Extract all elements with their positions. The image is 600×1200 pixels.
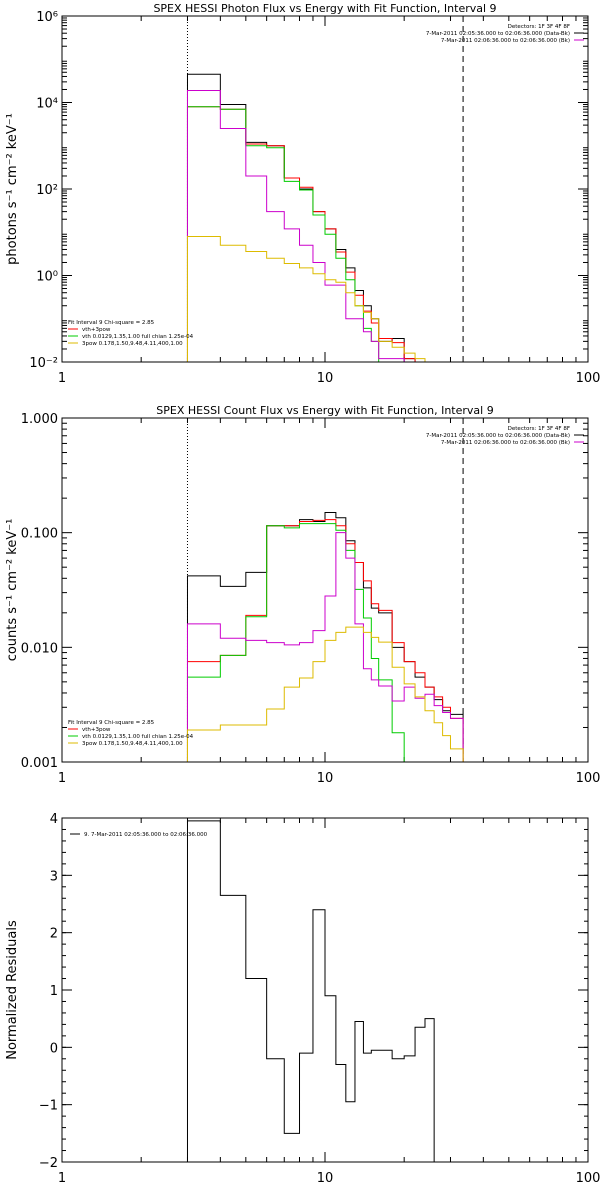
y-tick-label: 10⁰ [36, 270, 58, 285]
y-tick-label: 0.001 [21, 756, 58, 771]
chart-title: SPEX HESSI Photon Flux vs Energy with Fi… [153, 2, 496, 15]
y-tick-label: 10⁶ [36, 10, 58, 25]
chart-panel-3: 1 10 100 −2 −1 0 1 2 3 4 Normalized Residuals 9. 7-… [5, 812, 600, 1186]
series-3-line [186, 89, 477, 362]
series-group [186, 820, 435, 1162]
y-axis-label: photons s⁻¹ cm⁻² keV⁻¹ [5, 113, 20, 265]
series-2-line [186, 106, 416, 362]
x-tick-label: 10 [317, 371, 334, 386]
series-4-line [186, 626, 477, 762]
legend-entry: 9. 7-Mar-2011 02:05:36.000 to 02:06:36.0… [84, 832, 208, 838]
y-tick-label: 10⁴ [36, 97, 58, 112]
series-4-line [186, 235, 477, 362]
y-tick-label: 0.100 [21, 527, 58, 542]
x-tick-label: 100 [576, 1171, 600, 1186]
legend-top-entry: 7-Mar-2011 02:05:36.000 to 02:06:36.000 … [426, 31, 570, 37]
plot-frame [61, 15, 589, 363]
x-tick-label: 100 [576, 771, 600, 786]
y-tick-label: 3 [50, 869, 58, 884]
y-tick-label: 0.010 [21, 641, 58, 656]
y-tick-label: 1.000 [21, 412, 58, 427]
series-group [186, 511, 477, 762]
x-tick-label: 10 [317, 1171, 334, 1186]
y-tick-label: 2 [50, 927, 58, 942]
y-tick-label: −1 [39, 1099, 58, 1114]
x-tick-label: 1 [58, 771, 66, 786]
y-tick-label: 4 [50, 812, 58, 827]
series-0-line [186, 820, 435, 1162]
series-3-line [186, 532, 464, 762]
x-tick-label: 10 [317, 771, 334, 786]
y-tick-label: 10⁻² [29, 356, 58, 371]
legend-bottom-entry: Fit Interval 9 Chi-square = 2.85 [68, 720, 155, 726]
legend-bottom-entry: vth 0.0129,1.35,1.00 full chian 1.25e-04 [82, 334, 194, 340]
y-tick-label: 0 [50, 1041, 58, 1056]
chart-title: SPEX HESSI Count Flux vs Energy with Fit… [156, 404, 493, 417]
legend-bottom-entry: vth+3pow [82, 727, 111, 733]
x-tick-label: 1 [58, 371, 66, 386]
legend-bottom-entry: Fit Interval 9 Chi-square = 2.85 [68, 320, 155, 326]
legend-top-entry: Detectors: 1F 3F 4F 8F [508, 426, 570, 432]
series-1-line [186, 106, 477, 362]
y-tick-label: 1 [50, 984, 58, 999]
y-axis-label: Normalized Residuals [5, 920, 20, 1060]
legend-bottom-entry: vth+3pow [82, 327, 111, 333]
plot-frame [61, 417, 589, 763]
legend-bottom-entry: vth 0.0129,1.35,1.00 full chian 1.25e-04 [82, 734, 194, 740]
legend-top-entry: Detectors: 1F 3F 4F 8F [508, 24, 570, 30]
series-0-line [186, 73, 477, 362]
series-group [186, 73, 477, 362]
legend-bottom-entry: 3pow 0.178,1.50,9.48,4.11,400,1.00 [82, 341, 183, 347]
legend-bottom-entry: 3pow 0.178,1.50,9.48,4.11,400,1.00 [82, 741, 183, 747]
chart-panel-2: SPEX HESSI Count Flux vs Energy with Fit… [5, 404, 600, 786]
x-tick-label: 100 [576, 371, 600, 386]
x-tick-label: 1 [58, 1171, 66, 1186]
y-tick-label: 10² [36, 183, 58, 198]
legend-top-entry: 7-Mar-2011 02:06:36.000 to 02:06:36.000 … [441, 440, 570, 446]
chart-panel-1: SPEX HESSI Photon Flux vs Energy with Fi… [5, 2, 600, 386]
legend-top-entry: 7-Mar-2011 02:05:36.000 to 02:06:36.000 … [426, 433, 570, 439]
y-tick-label: −2 [39, 1156, 58, 1171]
plot-frame [61, 817, 589, 1163]
legend-top-entry: 7-Mar-2011 02:06:36.000 to 02:06:36.000 … [441, 38, 570, 44]
y-axis-label: counts s⁻¹ cm⁻² keV⁻¹ [5, 519, 20, 662]
